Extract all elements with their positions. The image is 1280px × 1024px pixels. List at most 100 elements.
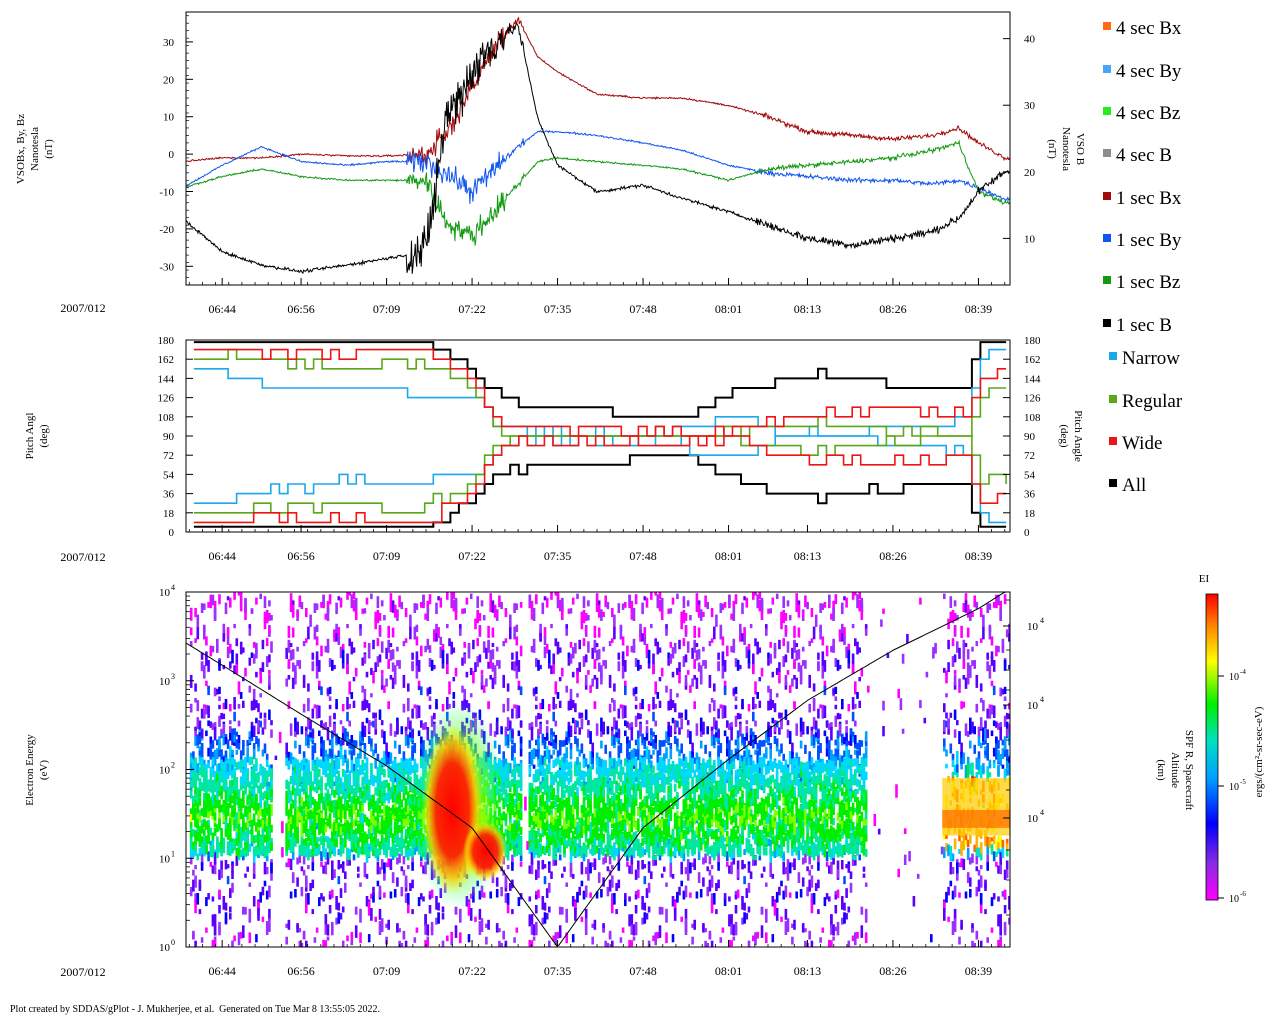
spec-pixel [513, 626, 516, 640]
spec-pixel [515, 624, 519, 632]
spec-pixel [658, 740, 662, 746]
spec-pixel [391, 872, 395, 883]
spec-pixel [563, 739, 566, 747]
spec-pixel [548, 749, 551, 763]
spec-pixel [810, 726, 814, 731]
spec-pixel [363, 748, 367, 760]
spec-pixel [834, 739, 838, 746]
spec-pixel [836, 749, 840, 761]
spec-pixel [200, 652, 204, 660]
spec-pixel [769, 653, 772, 664]
spec-pixel [452, 677, 456, 682]
spec-pixel [793, 675, 796, 680]
spec-pixel [732, 852, 736, 865]
spec-pixel [817, 652, 820, 660]
spec-pixel [189, 641, 193, 647]
spec-pixel [370, 908, 373, 921]
spec-pixel [302, 703, 306, 713]
spec-pixel [200, 937, 204, 943]
legend-swatch-1s-bz [1103, 276, 1111, 284]
spec-pixel [348, 638, 351, 647]
spec-pixel [552, 697, 555, 710]
spec-pixel [207, 760, 210, 765]
spec-pixel [656, 692, 660, 699]
spec-pixel [634, 894, 638, 900]
spec-pixel [211, 914, 215, 927]
spec-pixel [684, 709, 688, 720]
spec-pixel [222, 733, 226, 746]
spec-pixel [715, 732, 718, 738]
spec-pixel [702, 721, 705, 734]
spec-pixel [493, 604, 497, 618]
spec-pixel [637, 736, 640, 750]
spec-pixel [723, 680, 727, 687]
spec-pixel [958, 731, 961, 745]
time-tick-label: 07:22 [458, 549, 485, 563]
spec-pixel [791, 742, 794, 755]
spec-pixel [248, 657, 252, 666]
spec-pixel [825, 793, 829, 803]
spec-pixel [315, 927, 319, 933]
pitch-ytick-right-label: 18 [1024, 508, 1036, 520]
spec-pixel [721, 802, 725, 812]
spec-pixel [600, 609, 603, 621]
spec-pixel [552, 856, 555, 866]
spec-pixel [422, 594, 425, 606]
spec-pixel [213, 924, 217, 936]
spec-pixel [953, 675, 957, 686]
spec-pixel [652, 731, 655, 737]
spec-pixel [580, 916, 584, 922]
spec-pixel [691, 923, 694, 928]
spec-pixel [218, 696, 221, 701]
pitch-ytick-left-label: 54 [163, 469, 175, 481]
spec-pixel [556, 692, 560, 699]
spec-pixel [513, 603, 516, 613]
spec-pixel [322, 865, 325, 874]
time-tick-label: 06:44 [208, 549, 235, 563]
spec-pixel [383, 868, 386, 881]
spec-pixel [860, 597, 864, 608]
spec-pixel [732, 754, 736, 766]
spec-pixel [849, 871, 853, 879]
spec-pixel [400, 836, 404, 848]
spec-pixel [302, 869, 306, 876]
legend-swatch-4s-by [1103, 65, 1111, 73]
spec-pixel [205, 704, 208, 715]
spec-pixel [797, 627, 801, 638]
spec-pixel [326, 852, 330, 865]
spec-pixel [812, 734, 816, 745]
spec-pixel [313, 704, 317, 709]
spec-pixel [565, 908, 568, 923]
spec-pixel [257, 719, 260, 732]
spec-pixel [730, 613, 733, 620]
spec-pixel [532, 638, 536, 650]
spec-pixel [713, 734, 716, 745]
spec-pixel [322, 751, 325, 765]
spec-pixel [437, 596, 440, 601]
mag-series-1-sec-b [186, 23, 1010, 275]
spec-pixel [478, 654, 482, 663]
spec-pixel [641, 896, 644, 910]
spec-pixel [747, 704, 751, 712]
spec-pixel [793, 919, 796, 930]
spec-pixel [248, 932, 252, 944]
spec-pixel [229, 749, 232, 760]
spec-pixel [667, 652, 670, 658]
spec-pixel [396, 925, 399, 933]
spec-pixel [960, 757, 963, 764]
spec-pixel [530, 613, 534, 620]
spec-pixel [717, 652, 720, 660]
spec-pixel [469, 908, 473, 921]
spec-pixel [213, 600, 217, 614]
spec-pixel [222, 633, 226, 642]
spec-pixel [515, 636, 519, 646]
spec-pixel [396, 857, 399, 865]
spec-pixel [318, 844, 321, 855]
spec-pixel [966, 662, 970, 672]
spec-pixel [389, 603, 393, 612]
spec-pixel [545, 597, 549, 608]
spec-pixel [313, 759, 317, 768]
spec-pixel [376, 853, 380, 862]
spec-pixel [513, 661, 516, 672]
spec-pixel [291, 677, 295, 689]
